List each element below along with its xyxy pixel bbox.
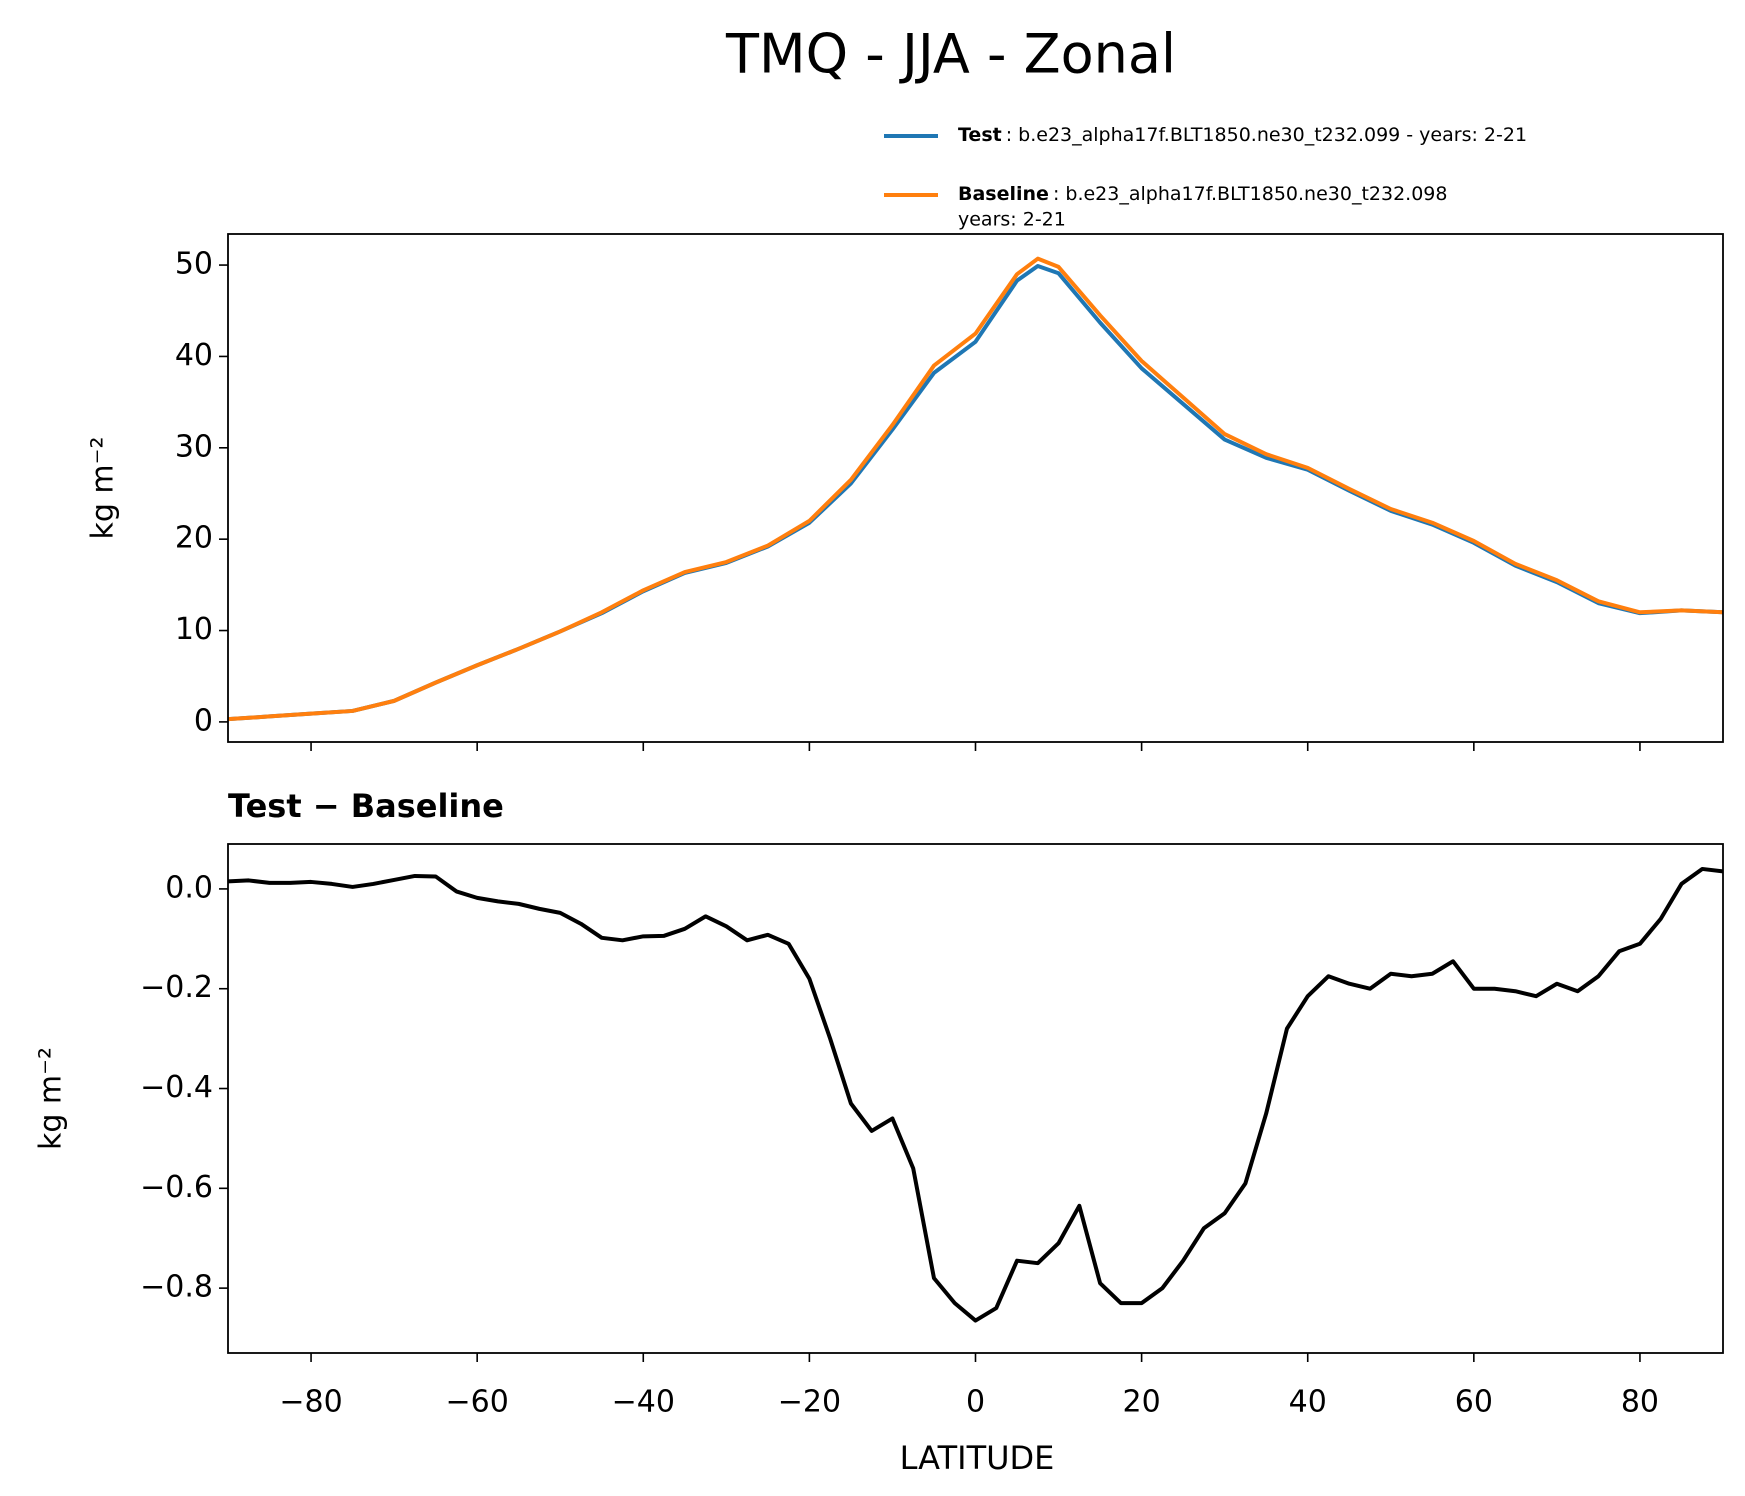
x-tick-label: −40 bbox=[612, 1385, 675, 1420]
x-tick-label: 0 bbox=[966, 1385, 985, 1420]
y-axis-label: kg m⁻² bbox=[34, 1047, 69, 1150]
figure-title: TMQ - JJA - Zonal bbox=[725, 23, 1176, 86]
legend-name: Baseline bbox=[958, 183, 1049, 205]
y-tick-label: −0.6 bbox=[140, 1170, 213, 1205]
x-tick-label: −80 bbox=[279, 1385, 342, 1420]
y-tick-label: 0 bbox=[194, 703, 213, 738]
x-tick-label: 60 bbox=[1455, 1385, 1493, 1420]
legend-description: : b.e23_alpha17f.BLT1850.ne30_t232.098 bbox=[1053, 183, 1448, 205]
y-tick-label: −0.2 bbox=[140, 970, 213, 1005]
axes-frame bbox=[227, 843, 1724, 1354]
x-tick-label: 80 bbox=[1621, 1385, 1659, 1420]
x-axis-label: LATITUDE bbox=[900, 1439, 1055, 1477]
y-tick-label: −0.8 bbox=[140, 1270, 213, 1305]
y-tick-label: 50 bbox=[175, 247, 213, 282]
y-tick-label: −0.4 bbox=[140, 1070, 213, 1105]
x-tick-label: −60 bbox=[446, 1385, 509, 1420]
y-tick-label: 10 bbox=[175, 612, 213, 647]
legend-entry: Baseline: b.e23_alpha17f.BLT1850.ne30_t2… bbox=[958, 183, 1447, 205]
x-tick-label: −20 bbox=[778, 1385, 841, 1420]
legend-name: Test bbox=[958, 124, 1002, 146]
y-tick-label: 40 bbox=[175, 338, 213, 373]
legend-description: years: 2-21 bbox=[958, 209, 1066, 231]
x-tick-label: 20 bbox=[1123, 1385, 1161, 1420]
data-line bbox=[228, 256, 1723, 722]
y-tick-label: 30 bbox=[175, 429, 213, 464]
legend-entry: Test: b.e23_alpha17f.BLT1850.ne30_t232.0… bbox=[958, 124, 1527, 146]
axes-frame bbox=[227, 233, 1724, 743]
y-tick-label: 0.0 bbox=[165, 870, 213, 905]
y-axis-label: kg m⁻² bbox=[86, 436, 121, 539]
data-line bbox=[228, 866, 1723, 1323]
subplot-title: Test − Baseline bbox=[228, 787, 504, 825]
y-tick-label: 20 bbox=[175, 521, 213, 556]
x-tick-label: 40 bbox=[1289, 1385, 1327, 1420]
legend-description: : b.e23_alpha17f.BLT1850.ne30_t232.099 -… bbox=[1006, 124, 1527, 146]
